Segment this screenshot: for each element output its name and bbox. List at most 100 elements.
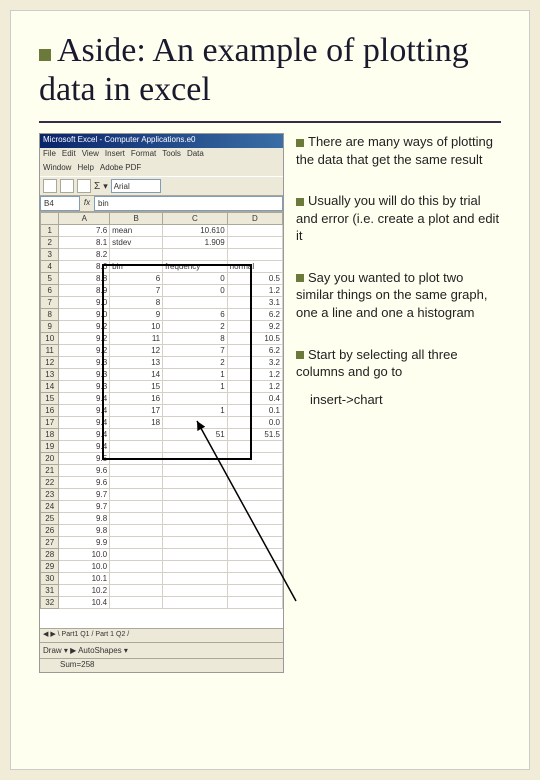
col-header[interactable]: C: [163, 213, 228, 225]
cell[interactable]: [227, 525, 282, 537]
cell[interactable]: 10.4: [59, 597, 110, 609]
cell[interactable]: 0.5: [227, 273, 282, 285]
col-header[interactable]: A: [59, 213, 110, 225]
cell[interactable]: 0: [163, 285, 228, 297]
cell[interactable]: 1: [163, 369, 228, 381]
cell[interactable]: [163, 513, 228, 525]
col-header[interactable]: B: [110, 213, 163, 225]
cell[interactable]: [163, 573, 228, 585]
name-box[interactable]: B4: [40, 196, 80, 211]
cell[interactable]: 2: [163, 357, 228, 369]
cell[interactable]: 7: [110, 285, 163, 297]
cell[interactable]: [110, 453, 163, 465]
cell[interactable]: 0.4: [227, 393, 282, 405]
cell[interactable]: 9.6: [59, 465, 110, 477]
cell[interactable]: 9.4: [59, 441, 110, 453]
cell[interactable]: [110, 429, 163, 441]
draw-menu[interactable]: Draw ▾ ▶ AutoShapes ▾: [43, 646, 128, 655]
row-header[interactable]: 27: [41, 537, 59, 549]
menu-view[interactable]: View: [82, 149, 99, 161]
cell[interactable]: [227, 501, 282, 513]
cell[interactable]: [110, 465, 163, 477]
row-header[interactable]: 12: [41, 357, 59, 369]
cell[interactable]: 9.3: [59, 381, 110, 393]
cell[interactable]: [163, 465, 228, 477]
cell[interactable]: [227, 225, 282, 237]
cell[interactable]: [110, 477, 163, 489]
row-header[interactable]: 30: [41, 573, 59, 585]
cell[interactable]: 0.0: [227, 417, 282, 429]
row-header[interactable]: 23: [41, 489, 59, 501]
cell[interactable]: [163, 417, 228, 429]
cell[interactable]: [163, 477, 228, 489]
sheet-tabs[interactable]: ◀ ▶ \ Part1 Q1 / Part 1 Q2 /: [40, 628, 283, 642]
cell[interactable]: [110, 249, 163, 261]
cell[interactable]: [110, 441, 163, 453]
cell[interactable]: 9.0: [59, 309, 110, 321]
row-header[interactable]: 13: [41, 369, 59, 381]
cell[interactable]: [227, 561, 282, 573]
row-header[interactable]: 1: [41, 225, 59, 237]
cell[interactable]: [227, 441, 282, 453]
row-header[interactable]: 24: [41, 501, 59, 513]
fx-icon[interactable]: fx: [80, 196, 94, 211]
cell[interactable]: 9.4: [59, 429, 110, 441]
row-header[interactable]: 9: [41, 321, 59, 333]
row-header[interactable]: 28: [41, 549, 59, 561]
cell[interactable]: [163, 585, 228, 597]
cell[interactable]: [110, 537, 163, 549]
cell[interactable]: [163, 561, 228, 573]
cell[interactable]: normal: [227, 261, 282, 273]
cell[interactable]: [163, 441, 228, 453]
cell[interactable]: [227, 537, 282, 549]
cell[interactable]: 9.9: [59, 537, 110, 549]
cell[interactable]: 8: [163, 333, 228, 345]
row-header[interactable]: 26: [41, 525, 59, 537]
cell[interactable]: 10.0: [59, 561, 110, 573]
cell[interactable]: [110, 513, 163, 525]
cell[interactable]: [227, 489, 282, 501]
menu-file[interactable]: File: [43, 149, 56, 161]
row-header[interactable]: 15: [41, 393, 59, 405]
cell[interactable]: [227, 597, 282, 609]
cell[interactable]: 9.2: [227, 321, 282, 333]
cell[interactable]: [110, 597, 163, 609]
row-header[interactable]: 7: [41, 297, 59, 309]
row-header[interactable]: 5: [41, 273, 59, 285]
cell[interactable]: [110, 525, 163, 537]
cell[interactable]: 9.2: [59, 321, 110, 333]
cell[interactable]: [227, 585, 282, 597]
cell[interactable]: [163, 525, 228, 537]
cell[interactable]: [227, 513, 282, 525]
menu-tools[interactable]: Tools: [162, 149, 181, 161]
new-icon[interactable]: [43, 179, 57, 193]
row-header[interactable]: 17: [41, 417, 59, 429]
cell[interactable]: 9.5: [59, 453, 110, 465]
cell[interactable]: 9.4: [59, 393, 110, 405]
cell[interactable]: 9.8: [59, 513, 110, 525]
row-header[interactable]: 32: [41, 597, 59, 609]
row-header[interactable]: 2: [41, 237, 59, 249]
cell[interactable]: [163, 489, 228, 501]
cell[interactable]: 10.610: [163, 225, 228, 237]
cell[interactable]: 8.6: [59, 261, 110, 273]
cell[interactable]: 9.7: [59, 501, 110, 513]
cell[interactable]: [227, 465, 282, 477]
row-header[interactable]: 6: [41, 285, 59, 297]
cell[interactable]: 2: [163, 321, 228, 333]
cell[interactable]: 17: [110, 405, 163, 417]
row-header[interactable]: 14: [41, 381, 59, 393]
cell[interactable]: [227, 237, 282, 249]
cell[interactable]: [110, 501, 163, 513]
cell[interactable]: 10.5: [227, 333, 282, 345]
cell[interactable]: 1: [163, 405, 228, 417]
cell[interactable]: [227, 453, 282, 465]
cell[interactable]: 51: [163, 429, 228, 441]
cell[interactable]: 10.1: [59, 573, 110, 585]
cell[interactable]: 51.5: [227, 429, 282, 441]
cell[interactable]: 8.9: [59, 285, 110, 297]
cell[interactable]: [163, 453, 228, 465]
row-header[interactable]: 19: [41, 441, 59, 453]
cell[interactable]: 6.2: [227, 309, 282, 321]
row-header[interactable]: 4: [41, 261, 59, 273]
